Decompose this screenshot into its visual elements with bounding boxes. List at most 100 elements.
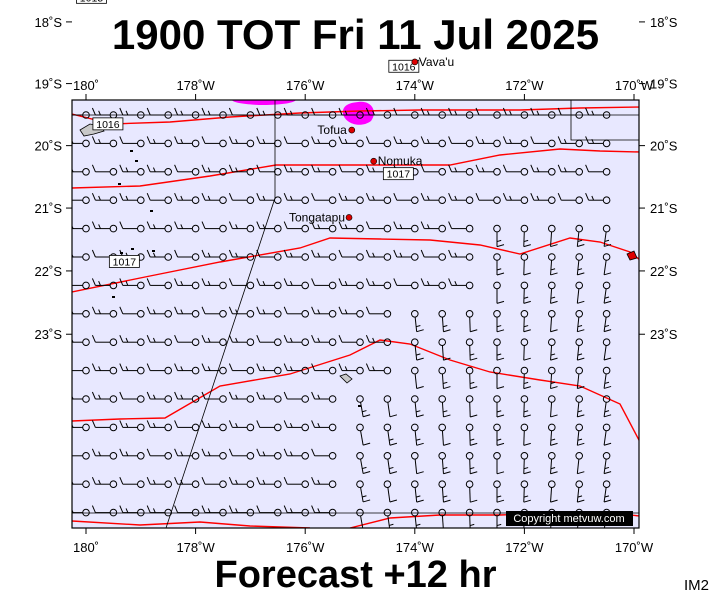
copyright-box: Copyright metvuw.com (506, 511, 633, 526)
wind-barb (174, 391, 200, 403)
lat-tick-label-left: 20˚S (35, 139, 63, 154)
lat-tick-label-right: 18˚S (650, 15, 678, 30)
wind-barb (201, 505, 227, 517)
wind-barb (356, 480, 371, 503)
wind-barb (557, 136, 584, 148)
wind-barb (493, 253, 505, 276)
wind-barb (365, 335, 392, 347)
wind-barb (119, 278, 145, 290)
wind-barb (475, 164, 501, 176)
island (152, 250, 155, 252)
isobar-label: 1017 (108, 255, 140, 268)
wind-barb (256, 249, 282, 261)
wind-barb (201, 477, 227, 489)
wind-barb (438, 338, 451, 361)
lat-tick: 19˚S 19˚S (35, 77, 678, 92)
wind-barb (438, 395, 451, 418)
island (118, 183, 121, 185)
wind-barb (228, 477, 255, 489)
wind-barb (283, 107, 310, 119)
wind-barb (146, 363, 172, 375)
wind-barb (520, 452, 531, 475)
wind-barb (493, 480, 505, 503)
lat-tick: 21˚S 21˚S (35, 201, 678, 216)
wind-barb (420, 221, 447, 233)
wind-barb (465, 338, 478, 361)
wind-barb (119, 107, 145, 119)
lon-tick-label-bottom: 170˚W (615, 540, 654, 555)
wind-barb (393, 136, 419, 148)
wind-barb (338, 107, 364, 119)
wind-barb (438, 366, 451, 390)
wind-barb (493, 452, 505, 475)
lat-tick-label-right: 21˚S (650, 201, 678, 216)
wind-barb (575, 310, 585, 333)
wind-barb (448, 249, 474, 261)
wind-barb (91, 306, 118, 318)
wind-barb (548, 423, 558, 446)
wind-barb (256, 363, 282, 375)
wind-barb (438, 423, 451, 446)
wind-barb (420, 278, 447, 290)
wind-barb (174, 363, 200, 375)
wind-barb (201, 278, 227, 290)
wind-barb (411, 338, 424, 361)
wind-barb (393, 107, 419, 119)
wind-barb (338, 164, 364, 176)
lon-tick-label-top: 178˚W (176, 78, 215, 93)
svg-text:1017: 1017 (113, 256, 137, 268)
island (626, 250, 638, 261)
wind-barb (201, 221, 227, 233)
wind-barb (530, 193, 556, 204)
wind-barb (575, 366, 585, 389)
lon-tick: 170˚W 170˚W (615, 78, 654, 555)
isobar-line (72, 106, 639, 125)
wind-barb (602, 253, 612, 276)
wind-barb (119, 136, 145, 148)
wind-barb (174, 136, 200, 148)
wind-barb (602, 423, 612, 446)
wind-barb (201, 306, 227, 318)
svg-text:Nomuka: Nomuka (378, 154, 423, 168)
wind-barb (493, 224, 505, 248)
wind-barb (420, 193, 447, 204)
wind-barb (502, 164, 529, 176)
wind-barb (283, 420, 310, 432)
wind-barb (283, 448, 310, 460)
wind-barb (365, 107, 392, 119)
wind-barb (146, 505, 172, 517)
wind-barb (465, 423, 478, 446)
wind-barb (228, 448, 255, 460)
wind-barb (283, 136, 310, 148)
wind-barb (356, 452, 371, 475)
wind-barb (338, 193, 364, 204)
place-markers: Vava'u Tofua Nomuka Tongatapu (289, 55, 454, 225)
wind-barb (119, 306, 145, 318)
rain-area (342, 101, 374, 125)
wind-barb (520, 480, 531, 503)
wind-barb (602, 395, 612, 418)
wind-barb (72, 111, 90, 119)
wind-barb (91, 278, 118, 290)
wind-barb (530, 107, 556, 119)
wind-barb (311, 477, 337, 489)
wind-barb (91, 420, 118, 432)
wind-barb (602, 452, 612, 475)
lon-tick-label-top: 170˚W (615, 78, 654, 93)
wind-barb (119, 221, 145, 233)
svg-text:1017: 1017 (387, 169, 411, 181)
wind-barb (174, 164, 200, 176)
wind-barb (520, 423, 531, 446)
wind-barb (119, 420, 145, 432)
wind-barb (411, 395, 424, 418)
wind-barb (493, 281, 505, 304)
wind-barb (393, 249, 419, 261)
wind-barb (493, 508, 502, 528)
wind-barb (585, 193, 611, 204)
wind-barb (146, 335, 172, 347)
wind-barb (602, 310, 612, 333)
wind-barb (91, 448, 118, 460)
lon-tick-label-bottom: 178˚W (176, 540, 215, 555)
wind-barb (411, 366, 424, 389)
lon-tick-label-top: 176˚W (286, 78, 325, 93)
